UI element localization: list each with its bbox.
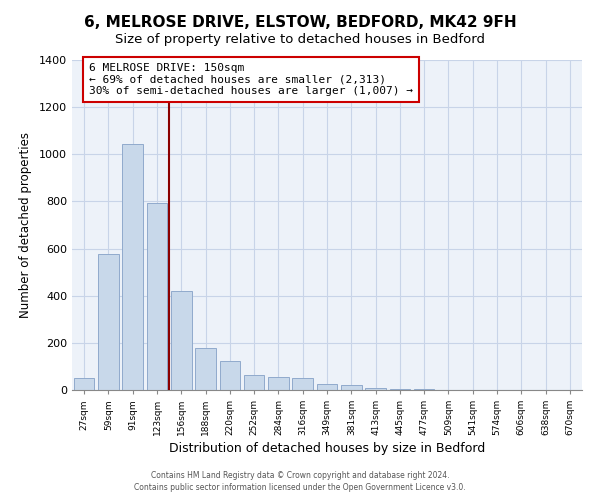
Bar <box>98 254 119 390</box>
Bar <box>268 377 289 390</box>
Bar <box>341 386 362 390</box>
Bar <box>220 360 240 390</box>
Text: 6, MELROSE DRIVE, ELSTOW, BEDFORD, MK42 9FH: 6, MELROSE DRIVE, ELSTOW, BEDFORD, MK42 … <box>83 15 517 30</box>
Text: Contains HM Land Registry data © Crown copyright and database right 2024.
Contai: Contains HM Land Registry data © Crown c… <box>134 471 466 492</box>
Bar <box>74 378 94 390</box>
Bar <box>146 202 167 390</box>
Bar <box>122 144 143 390</box>
Bar <box>195 348 216 390</box>
X-axis label: Distribution of detached houses by size in Bedford: Distribution of detached houses by size … <box>169 442 485 456</box>
Bar <box>292 378 313 390</box>
Bar <box>317 384 337 390</box>
Text: 6 MELROSE DRIVE: 150sqm
← 69% of detached houses are smaller (2,313)
30% of semi: 6 MELROSE DRIVE: 150sqm ← 69% of detache… <box>89 63 413 96</box>
Bar <box>389 389 410 390</box>
Bar <box>365 388 386 390</box>
Bar <box>244 374 265 390</box>
Bar <box>171 291 191 390</box>
Text: Size of property relative to detached houses in Bedford: Size of property relative to detached ho… <box>115 32 485 46</box>
Y-axis label: Number of detached properties: Number of detached properties <box>19 132 32 318</box>
